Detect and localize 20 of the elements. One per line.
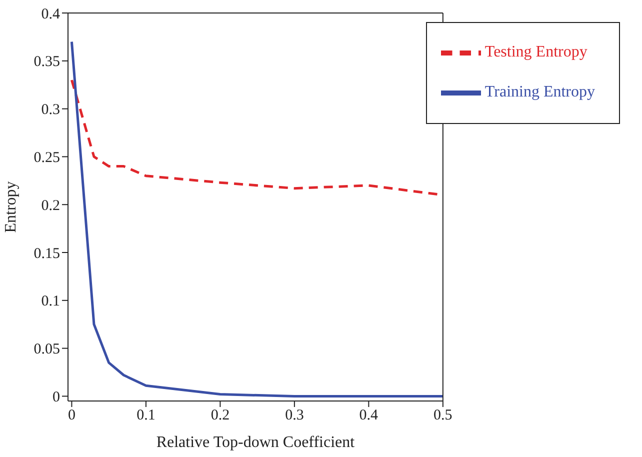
y-tick-label: 0.15 bbox=[34, 246, 60, 262]
y-tick-label: 0.1 bbox=[41, 294, 60, 310]
line-series bbox=[70, 40, 443, 398]
x-tick-label: 0.1 bbox=[136, 408, 156, 424]
x-tick-label: 0.4 bbox=[359, 408, 379, 424]
legend-label: Training Entropy bbox=[484, 84, 595, 101]
x-tick-label: 0.5 bbox=[434, 408, 452, 424]
y-tick-label: 0.25 bbox=[34, 150, 60, 166]
y-axis-title: Entropy bbox=[2, 181, 20, 233]
x-tick-label: 0 bbox=[68, 408, 76, 424]
y-tick-label: 0.4 bbox=[41, 6, 60, 22]
x-tick-label: 0.3 bbox=[285, 408, 304, 424]
y-tick-label: 0.35 bbox=[34, 54, 60, 70]
y-tick-label: 0.05 bbox=[34, 342, 60, 358]
y-tick-label: 0.3 bbox=[41, 102, 60, 118]
x-tick-label: 0.2 bbox=[210, 408, 230, 424]
x-axis-title: Relative Top-down Coefficient bbox=[156, 434, 356, 451]
y-tick-label: 0 bbox=[52, 390, 60, 406]
y-tick-label: 0.2 bbox=[41, 198, 60, 214]
legend-label: Testing Entropy bbox=[484, 44, 588, 61]
